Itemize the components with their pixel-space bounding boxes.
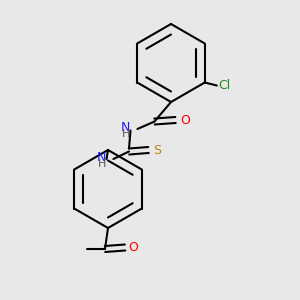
- Text: O: O: [128, 241, 138, 254]
- Text: H: H: [122, 129, 130, 140]
- Text: N: N: [121, 121, 130, 134]
- Text: N: N: [97, 151, 106, 164]
- Text: H: H: [98, 159, 106, 170]
- Text: O: O: [180, 113, 190, 127]
- Text: S: S: [153, 143, 161, 157]
- Text: Cl: Cl: [218, 79, 230, 92]
